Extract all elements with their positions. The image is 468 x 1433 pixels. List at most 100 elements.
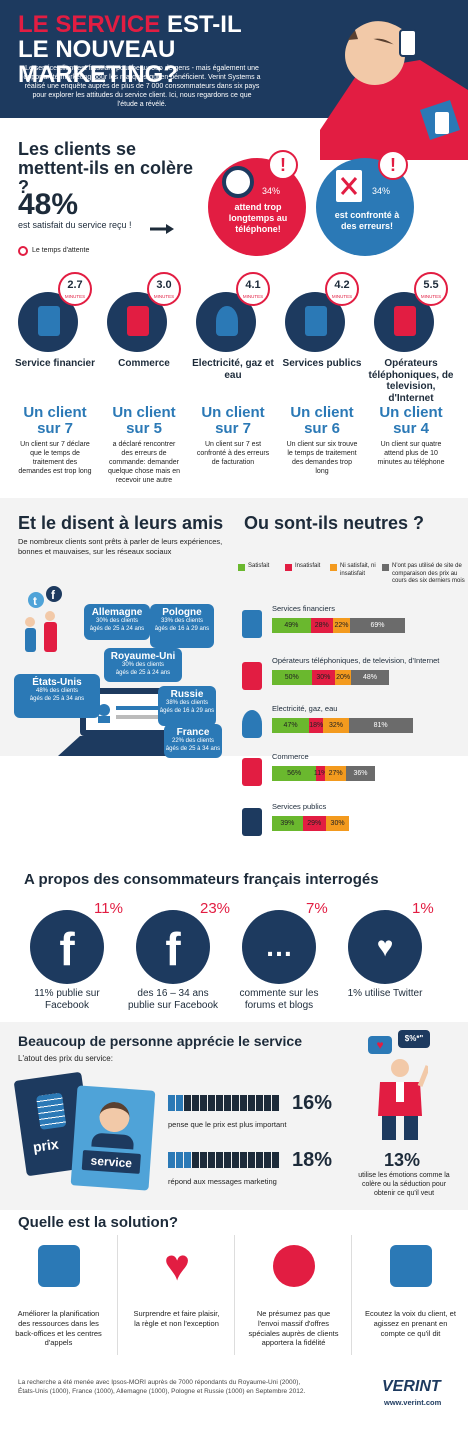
person-icon	[168, 1152, 175, 1168]
lightbulb-icon	[216, 306, 238, 336]
angry-man-illustration	[372, 1056, 431, 1140]
person-icon	[208, 1152, 215, 1168]
person-icon	[256, 1152, 263, 1168]
wait-time-timer: 2.7 MINUTES	[58, 272, 92, 306]
person-icon	[232, 1152, 239, 1168]
sector-icon-circle	[107, 292, 167, 352]
person-icon	[168, 1095, 175, 1111]
country-bubble: Russie 38% des clients âgés de 16 à 29 ans	[158, 686, 216, 726]
svg-text:t: t	[33, 594, 37, 608]
warning-icon: !	[268, 150, 298, 180]
chart-data-label: 81%	[373, 722, 388, 729]
french-pct: 7%	[306, 900, 328, 917]
card-service: service	[70, 1085, 156, 1191]
warning-icon-2: !	[378, 150, 408, 180]
chart-bar-segment: 39%	[272, 816, 303, 831]
country-pct: 30% des clients	[95, 618, 139, 624]
sector-ratio: Un client sur 7	[201, 404, 265, 437]
chart-data-label: 39%	[280, 820, 295, 827]
stat-18: 18%	[292, 1149, 333, 1171]
legend-label: N'ont pas utilisé de site de comparaison…	[392, 563, 465, 584]
french-caption: commente sur les forums et blogs	[239, 988, 319, 1011]
friends-desc: De nombreux clients sont prêts à parler …	[18, 537, 223, 556]
stat-18-label: répond aux messages marketing	[168, 1177, 277, 1186]
solution-item: ♥ Surprendre et faire plaisir, la règle e…	[117, 1235, 234, 1355]
neutral-title: Ou sont-ils neutres ?	[244, 513, 425, 533]
headset-agent-icon	[98, 1101, 131, 1134]
wait-minutes: 4.2	[334, 279, 350, 291]
stat-13-label: utilise les émotions comme la colère ou …	[358, 1172, 450, 1198]
chart-data-label: 36%	[353, 770, 368, 777]
chart-bar-segment: 30%	[311, 670, 336, 685]
calendar-icon	[38, 1245, 80, 1287]
wait-unit: MINUTES	[64, 294, 86, 299]
french-title: A propos des consommateurs français inte…	[24, 871, 379, 888]
solution-item: Ne présumez pas que l'envoi massif d'off…	[234, 1235, 351, 1355]
person-icon	[216, 1095, 223, 1111]
solution-item: Ecoutez la voix du client, et agissez en…	[351, 1235, 468, 1355]
svg-text:f: f	[51, 588, 56, 602]
agent-body	[91, 1132, 135, 1150]
country-pct: 33% des clients	[160, 618, 204, 624]
person-icon	[272, 1095, 279, 1111]
chart-bar-segment: 49%	[272, 618, 311, 633]
chart-data-label: 29%	[307, 820, 322, 827]
chart-data-label: 18%	[309, 722, 324, 729]
people-row-18	[168, 1152, 298, 1170]
chart-category-label: Electricité, gaz, eau	[272, 704, 338, 713]
chart-data-label: 47%	[283, 722, 298, 729]
title-white: EST-IL LE NOUVEAU MARKETING?	[18, 11, 242, 89]
person-icon	[240, 1152, 247, 1168]
twitter-bird-icon: ♥	[348, 910, 422, 984]
chart-bar-segment: 56%	[272, 766, 317, 781]
person-icon	[176, 1152, 183, 1168]
chart-data-label: 30%	[316, 674, 331, 681]
chart-category-label: Services publics	[272, 802, 327, 811]
legend-swatch	[285, 564, 292, 571]
sector-desc: Un client sur six trouve le temps de tra…	[286, 441, 358, 476]
sector-name: Opérateurs téléphoniques, de television,…	[368, 358, 454, 404]
legend-label: Ni satisfait, ni insatisfait	[340, 563, 376, 577]
appreciate-title: Beaucoup de personne apprécie le service	[18, 1033, 303, 1049]
person-icon	[248, 1095, 255, 1111]
french-pct: 11%	[94, 900, 123, 917]
chart-bar-segment: 18%	[309, 718, 324, 733]
person-icon	[264, 1095, 271, 1111]
sector-desc: a déclaré rencontrer des erreurs de comm…	[108, 441, 180, 485]
country-pct: 38% des clients	[165, 700, 209, 706]
person-icon	[200, 1152, 207, 1168]
solution-text: Ecoutez la voix du client, et agissez en…	[365, 1309, 456, 1338]
chart-category-label: Services financiers	[272, 604, 335, 613]
sector-desc: Un client sur 7 déclare que le temps de …	[18, 441, 92, 476]
wait-time-timer: 4.2 MINUTES	[325, 272, 359, 306]
solution-text: Ne présumez pas que l'envoi massif d'off…	[248, 1309, 339, 1348]
country-age: âgés de 25 à 24 ans	[115, 669, 171, 676]
person-icon	[216, 1152, 223, 1168]
french-caption: des 16 – 34 ans publie sur Facebook	[127, 988, 219, 1011]
chart-bar-segment: 28%	[310, 618, 333, 633]
wait-minutes: 4.1	[245, 279, 261, 291]
person-icon	[192, 1152, 199, 1168]
document-error-icon	[336, 170, 362, 202]
wait-unit: MINUTES	[331, 294, 353, 299]
legend-swatch	[330, 564, 337, 571]
facebook-icon: f	[30, 910, 104, 984]
intro-text: Le service client est frustrant pour bea…	[23, 65, 261, 109]
solution-item: Améliorer la planification des ressource…	[0, 1235, 117, 1355]
wait-time-timer: 4.1 MINUTES	[236, 272, 270, 306]
wait-unit: MINUTES	[242, 294, 264, 299]
wait-minutes: 2.7	[67, 279, 83, 291]
person-icon	[208, 1095, 215, 1111]
country-bubble: France 22% des clients âgés de 25 à 34 ans	[164, 724, 222, 758]
social-people-illustration: t f	[14, 586, 84, 656]
chart-bar-segment: 20%	[335, 670, 351, 685]
chart-data-label: 30%	[330, 820, 345, 827]
heart-bubble-icon: ♥	[368, 1036, 392, 1054]
country-pct: 30% des clients	[121, 662, 165, 668]
person-icon	[272, 1152, 279, 1168]
country-age: âgés de 25 à 34 ans	[165, 745, 221, 752]
country-bubble: Pologne 33% des clients âgés de 16 à 29 an…	[150, 604, 214, 648]
chart-bar-segment: 36%	[346, 766, 375, 781]
footer-note: La recherche a été menée avec Ipsos-MORI…	[18, 1379, 306, 1396]
shopping-bag-icon	[127, 306, 149, 336]
